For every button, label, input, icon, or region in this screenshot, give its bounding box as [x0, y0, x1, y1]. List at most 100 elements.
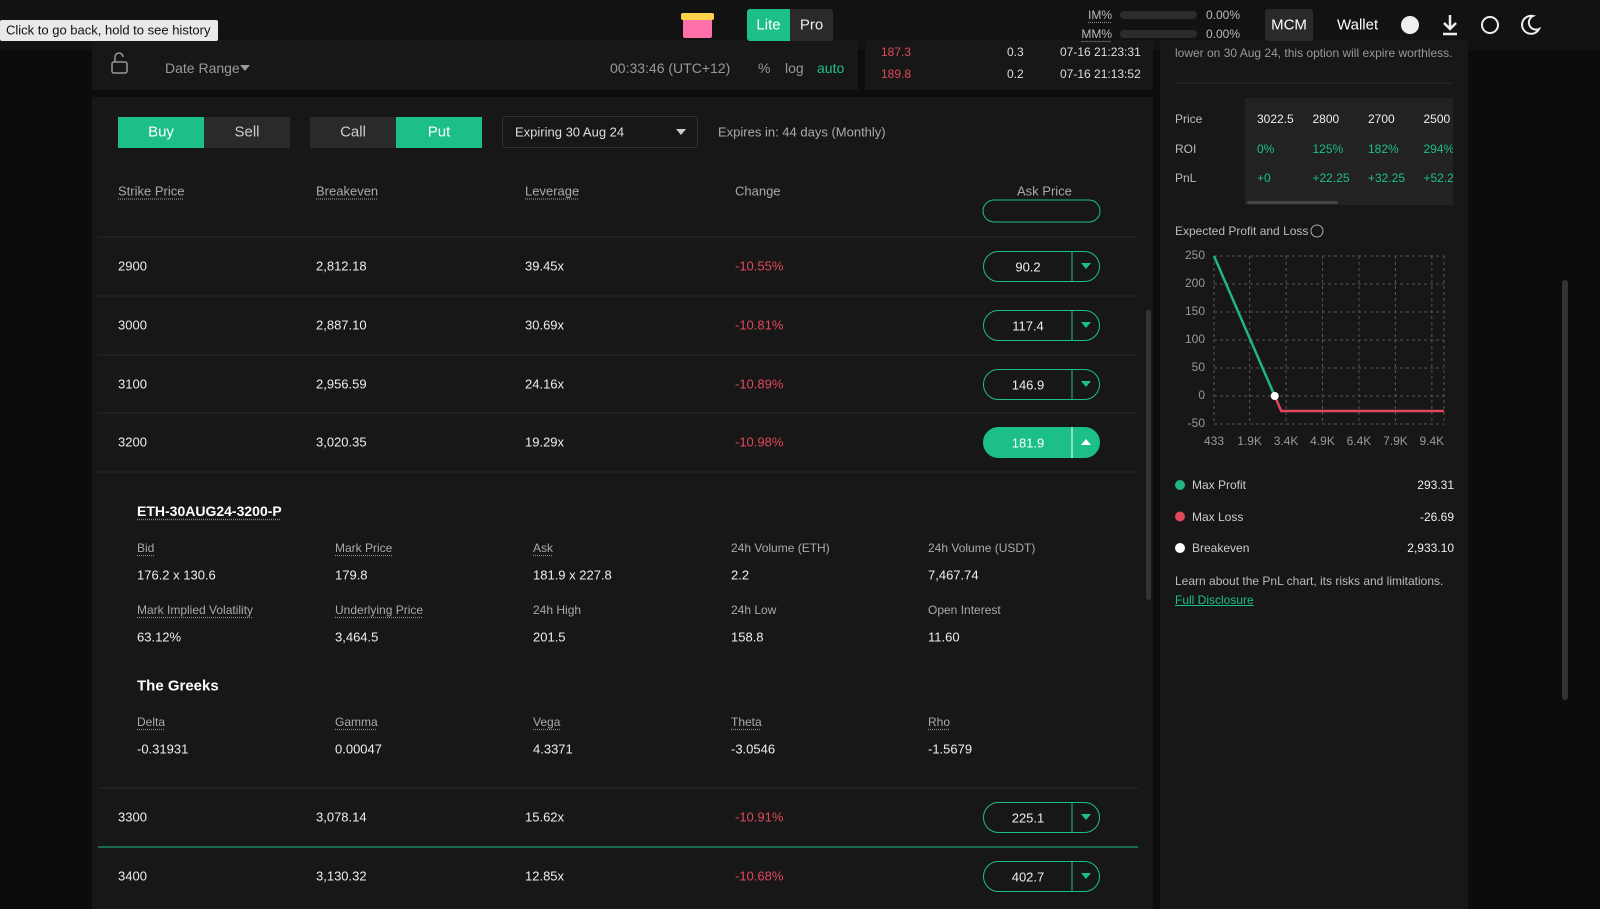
label: MM%	[1081, 27, 1112, 41]
label: Delta	[137, 715, 166, 729]
label: Mark Price	[335, 541, 393, 555]
caret	[1081, 322, 1091, 328]
label: Vega	[533, 715, 561, 729]
label: 24h High	[533, 603, 582, 617]
x-tick-label: 7.9K	[1383, 434, 1408, 448]
label: 07-16 21:23:31	[1060, 45, 1141, 59]
label: 12.85x	[525, 868, 565, 884]
label: 2.2	[731, 567, 750, 583]
label: ROI	[1175, 141, 1197, 156]
ask-button[interactable]: 90.2	[983, 251, 1100, 282]
caret	[1081, 873, 1091, 879]
lock-shackle	[114, 52, 124, 62]
label: Ask	[533, 541, 554, 555]
tooltip-text: Click to go back, hold to see history	[6, 22, 211, 38]
label: 30.69x	[525, 317, 565, 333]
table-scrollbar	[1146, 310, 1151, 600]
label: The Greeks	[137, 677, 219, 695]
toggle-button[interactable]: Call	[310, 117, 396, 148]
expiry-select[interactable]: Expiring 30 Aug 24	[502, 116, 698, 148]
label: lower on 30 Aug 24, this option will exp…	[1175, 46, 1453, 60]
label: 2,956.59	[316, 376, 367, 392]
label[interactable]: log	[785, 60, 804, 76]
mode-button[interactable]: Pro	[790, 9, 833, 41]
label: 2700	[1368, 112, 1395, 126]
ask-button[interactable]: 117.4	[983, 310, 1100, 341]
label: 63.12%	[137, 629, 182, 645]
label: 201.5	[533, 629, 566, 645]
link[interactable]: Full Disclosure	[1175, 593, 1254, 607]
label: 15.62x	[525, 809, 565, 825]
back-tooltip: Click to go back, hold to see history	[0, 20, 218, 41]
label[interactable]: %	[758, 60, 771, 76]
x-tick-label: 433	[1204, 434, 1224, 448]
label[interactable]: 117.4	[1012, 318, 1044, 334]
chart-title: Expected Profit and Loss	[1175, 224, 1309, 238]
y-tick-label: 100	[1185, 332, 1205, 346]
toggle-button[interactable]: Buy	[118, 117, 204, 148]
toggle-button[interactable]: Sell	[204, 117, 290, 148]
label: Rho	[928, 715, 951, 729]
label: 3,130.32	[316, 868, 367, 884]
label[interactable]: Sell	[234, 123, 260, 141]
label: 158.8	[731, 629, 764, 645]
label: Gamma	[335, 715, 378, 729]
breakeven-point	[1270, 392, 1279, 400]
label[interactable]: 90.2	[1015, 259, 1041, 275]
label[interactable]: 146.9	[1011, 377, 1045, 393]
label[interactable]: Pro	[799, 16, 824, 34]
label[interactable]: auto	[817, 60, 845, 76]
caret	[1081, 381, 1091, 387]
stat-dot	[1175, 543, 1185, 553]
label: Mark Implied Volatility	[137, 603, 254, 617]
ask-button[interactable]: 225.1	[983, 802, 1100, 833]
label: 2,812.18	[316, 258, 367, 274]
caret	[676, 129, 686, 135]
label: -10.55%	[735, 258, 784, 274]
label: 2500	[1423, 112, 1451, 126]
user-icon	[1401, 16, 1419, 34]
label[interactable]: MCM	[1271, 16, 1307, 34]
label: 176.2 x 130.6	[137, 567, 216, 583]
label: 0.00%	[1206, 27, 1241, 41]
gift-icon	[683, 16, 712, 38]
label: Breakeven	[316, 183, 379, 199]
label[interactable]: Expiring 30 Aug 24	[515, 124, 625, 140]
label[interactable]: Date Range	[165, 60, 240, 76]
account-button[interactable]: MCM	[1265, 9, 1313, 41]
label[interactable]: 402.7	[1011, 869, 1045, 885]
label: 0.00%	[1206, 8, 1241, 22]
label: Max Loss	[1192, 509, 1244, 524]
x-tick-label: 1.9K	[1237, 434, 1262, 448]
ask-button[interactable]: 181.9	[983, 427, 1100, 458]
label: 24h Volume (ETH)	[731, 541, 830, 555]
label: +0	[1257, 171, 1271, 185]
label: 24.16x	[525, 376, 565, 392]
mode-button[interactable]: Lite	[747, 9, 790, 41]
ask-button[interactable]: 402.7	[983, 861, 1100, 892]
gift-lid	[681, 13, 714, 20]
label[interactable]: Wallet	[1337, 16, 1379, 34]
label: 4.3371	[533, 741, 573, 757]
toggle-button[interactable]: Put	[396, 117, 482, 148]
label: 07-16 21:13:52	[1060, 67, 1141, 81]
label: 125%	[1312, 141, 1344, 156]
label[interactable]: 225.1	[1011, 810, 1045, 826]
caret	[1081, 814, 1091, 820]
label[interactable]: Call	[340, 123, 366, 141]
label[interactable]: Lite	[756, 16, 781, 34]
label: Bid	[137, 541, 155, 555]
label: Leverage	[525, 183, 580, 199]
label[interactable]: Put	[427, 123, 451, 141]
label[interactable]: 181.9	[1011, 435, 1045, 451]
lock-icon	[111, 61, 128, 74]
label: ETH-30AUG24-3200-P	[137, 503, 282, 519]
stat-dot	[1175, 511, 1185, 522]
label: 3300	[118, 809, 147, 825]
label: -0.31931	[137, 741, 189, 757]
label: -1.5679	[928, 741, 973, 757]
ask-button[interactable]: 146.9	[983, 369, 1100, 400]
label: 293.31	[1417, 478, 1454, 492]
x-tick-label: 3.4K	[1274, 434, 1299, 448]
label[interactable]: Buy	[148, 123, 174, 141]
